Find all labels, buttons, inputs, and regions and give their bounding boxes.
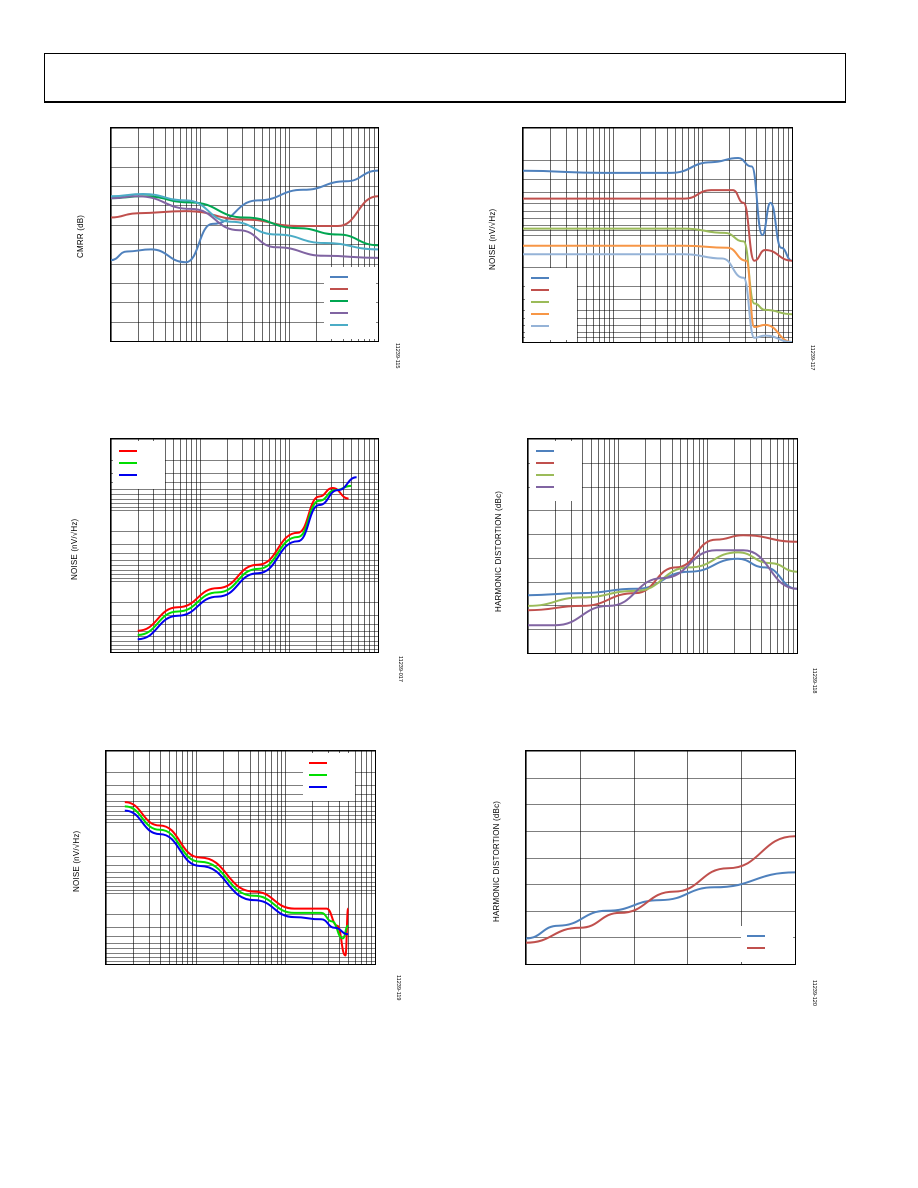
y-axis-label: NOISE (nV/√Hz) <box>70 518 79 580</box>
series-line <box>111 193 378 251</box>
page-header-box <box>44 53 846 103</box>
plot-area <box>522 127 793 343</box>
series-line <box>111 169 378 264</box>
chart-svg <box>526 751 795 964</box>
series-line <box>528 549 797 627</box>
series-line <box>137 476 357 641</box>
plot-area <box>527 438 798 654</box>
chart-svg <box>523 128 792 342</box>
legend-box <box>303 753 355 801</box>
figure-id: 11239-120 <box>811 980 817 1006</box>
series-line <box>523 157 792 262</box>
series-line <box>111 195 378 227</box>
series-line <box>528 557 797 597</box>
series-line <box>523 227 792 316</box>
figure-id: 11239-119 <box>395 975 401 1001</box>
series-line <box>528 551 797 607</box>
plot-area <box>110 438 379 653</box>
series-line <box>111 195 378 259</box>
figure-id: 11239-017 <box>397 656 403 682</box>
series-line <box>137 487 349 632</box>
series-line <box>523 253 792 342</box>
series-line <box>124 805 349 940</box>
chart-svg <box>106 751 375 964</box>
series-line <box>526 871 795 940</box>
plot-area <box>525 750 796 965</box>
legend-box <box>525 268 577 340</box>
series-line <box>137 484 352 636</box>
figure-id: 11239-118 <box>811 668 817 694</box>
gridlines <box>111 128 378 341</box>
figure-id: 11239-115 <box>394 343 400 369</box>
series-line <box>124 809 349 936</box>
y-axis-label: NOISE (nV/√Hz) <box>488 208 497 270</box>
chart-svg <box>528 439 797 653</box>
legend-box <box>741 926 793 962</box>
y-axis-label: HARMONIC DISTORTION (dBc) <box>492 800 501 922</box>
y-axis-label: NOISE (nV/√Hz) <box>72 830 81 892</box>
legend-box <box>113 441 165 489</box>
series-line <box>523 189 792 262</box>
legend-box <box>324 267 376 339</box>
y-axis-label: CMRR (dB) <box>76 214 85 258</box>
gridlines <box>528 439 797 653</box>
series-line <box>124 801 350 957</box>
plot-area <box>110 127 379 342</box>
y-axis-label: HARMONIC DISTORTION (dBc) <box>494 490 503 612</box>
chart-svg <box>111 128 378 341</box>
figure-id: 11239-117 <box>809 345 815 371</box>
chart-svg <box>111 439 378 652</box>
series-line <box>528 534 797 612</box>
plot-area <box>105 750 376 965</box>
series-line <box>523 244 792 342</box>
series-line <box>526 835 795 944</box>
